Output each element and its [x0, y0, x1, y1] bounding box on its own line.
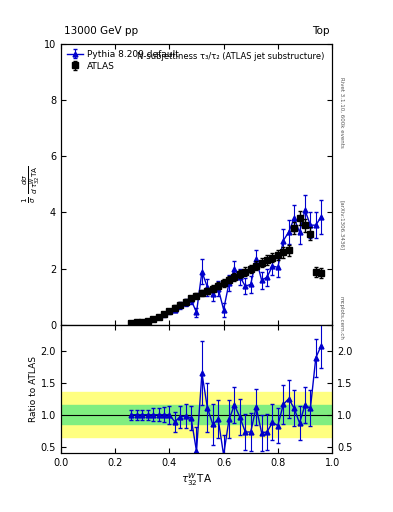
Text: Rivet 3.1.10, 600k events: Rivet 3.1.10, 600k events	[339, 77, 344, 148]
Text: Top: Top	[312, 27, 329, 36]
Text: mcplots.cern.ch: mcplots.cern.ch	[339, 295, 344, 339]
Text: 13000 GeV pp: 13000 GeV pp	[64, 27, 138, 36]
Bar	[61, 392, 332, 437]
Y-axis label: $\frac{1}{\sigma}$ $\frac{d\sigma}{d\,\tau_{32}^{W}\mathrm{TA}}$: $\frac{1}{\sigma}$ $\frac{d\sigma}{d\,\t…	[20, 165, 42, 203]
Legend: Pythia 8.209 default, ATLAS: Pythia 8.209 default, ATLAS	[64, 46, 183, 74]
X-axis label: $\tau_{32}^{W}\mathrm{TA}$: $\tau_{32}^{W}\mathrm{TA}$	[181, 471, 212, 487]
Text: [arXiv:1306.3436]: [arXiv:1306.3436]	[339, 200, 344, 250]
Y-axis label: Ratio to ATLAS: Ratio to ATLAS	[29, 356, 38, 422]
Text: N-subjettiness τ₃/τ₂ (ATLAS jet substructure): N-subjettiness τ₃/τ₂ (ATLAS jet substruc…	[137, 52, 324, 61]
Bar	[61, 405, 332, 424]
